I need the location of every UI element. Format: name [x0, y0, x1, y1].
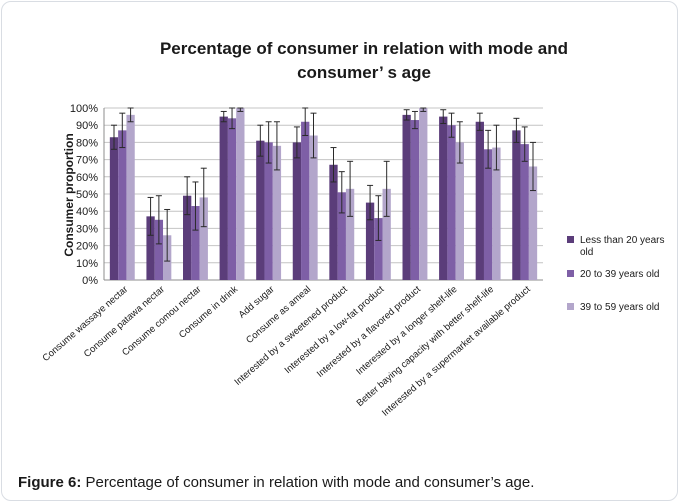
bar — [374, 218, 383, 280]
bar — [365, 202, 375, 280]
bar — [439, 116, 448, 280]
bar — [219, 116, 228, 280]
bar — [256, 140, 265, 280]
bar — [292, 142, 302, 280]
y-tick-labels: 0% 10% 20% 30% 40% 50% 60% 70% 80% 90% 100% — [70, 103, 98, 287]
bar — [272, 145, 282, 280]
bar — [410, 120, 420, 280]
y-tick-label: 20% — [76, 241, 98, 253]
chart-title-line-2: consumer’ s age — [297, 63, 431, 82]
legend-label: 39 to 59 years old — [580, 302, 660, 313]
bar — [447, 125, 456, 280]
bar — [301, 121, 310, 280]
bar — [183, 195, 192, 280]
y-tick-label: 50% — [76, 189, 98, 201]
y-tick-label: 100% — [70, 103, 98, 115]
legend-swatch — [567, 236, 574, 243]
bar — [329, 164, 338, 280]
gridlines — [103, 107, 543, 281]
bar — [475, 121, 484, 280]
chart: Percentage of consumer in relation with … — [41, 39, 665, 419]
y-tick-label: 80% — [76, 137, 98, 149]
legend: Less than 20 years old 20 to 39 years old 3… — [567, 235, 665, 313]
y-tick-label: 10% — [76, 258, 98, 270]
bar — [126, 114, 135, 280]
bar — [199, 197, 208, 280]
x-tick-label: Better baying capacity with better shelf… — [355, 284, 497, 409]
bar — [520, 144, 529, 280]
bar — [419, 108, 428, 280]
bar — [492, 147, 501, 280]
bar — [227, 118, 237, 280]
y-tick-label: 0% — [82, 275, 98, 287]
bars — [109, 108, 538, 280]
figure-caption: Figure 6: Percentage of consumer in rela… — [18, 474, 534, 491]
legend-swatch — [567, 270, 574, 277]
chart-title-line-1: Percentage of consumer in relation with … — [160, 39, 568, 58]
bar — [512, 130, 521, 280]
y-tick-label: 70% — [76, 155, 98, 167]
caption-text: Percentage of consumer in relation with … — [81, 474, 535, 491]
x-tick-label: Consume as ameal — [244, 284, 313, 346]
bar — [528, 166, 538, 280]
bar — [146, 216, 155, 280]
bar — [455, 142, 464, 280]
bar — [337, 192, 346, 280]
legend-label: 20 to 39 years old — [580, 269, 660, 280]
error-bars — [110, 107, 537, 262]
legend-label: Less than 20 years old — [580, 235, 665, 258]
legend-swatch — [567, 303, 574, 310]
bar — [109, 137, 119, 280]
y-axis-label: Consumer proportion — [62, 133, 76, 256]
bar — [345, 188, 355, 280]
caption-label: Figure 6: — [18, 474, 82, 491]
bar — [236, 108, 245, 280]
bar — [191, 206, 200, 280]
bar — [154, 219, 164, 280]
y-tick-label: 60% — [76, 172, 98, 184]
bar — [382, 188, 391, 280]
y-tick-label: 90% — [76, 120, 98, 132]
bar — [483, 149, 493, 280]
bar — [309, 135, 318, 280]
y-tick-label: 40% — [76, 206, 98, 218]
y-tick-label: 30% — [76, 223, 98, 235]
bar — [402, 114, 411, 280]
bar — [264, 142, 273, 280]
bar — [118, 130, 127, 280]
